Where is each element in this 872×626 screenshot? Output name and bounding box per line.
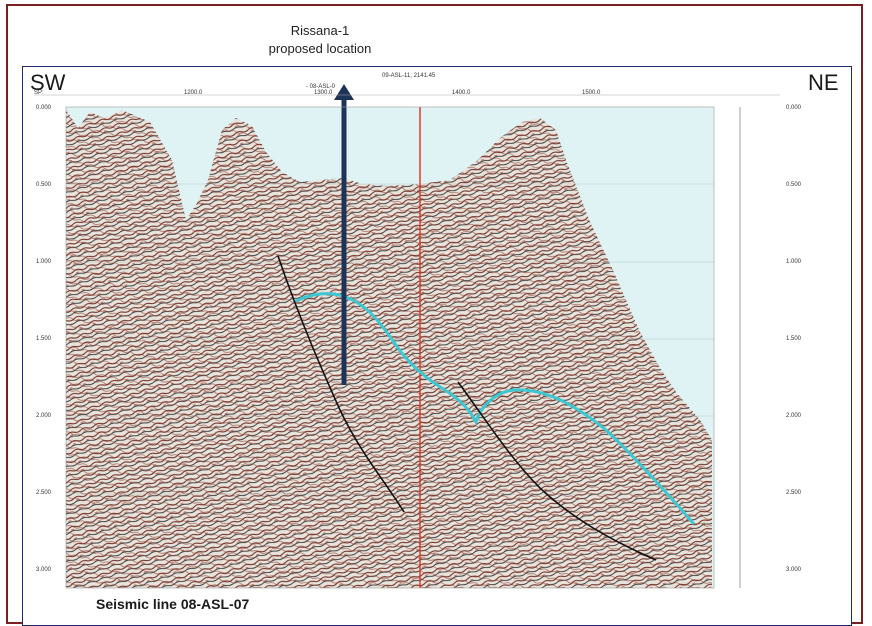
well-callout: Rissana-1 proposed location [240,22,400,58]
time-tick-left: 2.500 [36,490,52,496]
time-tick-right: 1.500 [786,336,802,342]
time-tick-right: 2.500 [786,490,802,496]
shotpoint-tick: 1500.0 [582,90,601,96]
fault-line-east [457,381,657,561]
time-tick-left: 3.000 [36,567,52,573]
arrow-up-icon [334,84,354,100]
time-tick-left: 0.000 [36,105,52,111]
shotpoint-tick: 1200.0 [184,90,203,96]
time-tick-right: 0.500 [786,182,802,188]
time-tick-right: 3.000 [786,567,802,573]
time-tick-right: 0.000 [786,105,802,111]
time-tick-left: 1.000 [36,259,52,265]
time-tick-right: 2.000 [786,413,802,419]
direction-ne: NE [808,70,839,95]
time-tick-right: 1.000 [786,259,802,265]
direction-sw: SW [30,70,66,95]
horizon-pick [293,292,696,525]
time-tick-left: 1.500 [36,336,52,342]
time-tick-left: 0.500 [36,182,52,188]
fault-line-west [277,255,405,513]
shotpoint-tick: 1300.0 [314,90,333,96]
well-name: Rissana-1 [290,23,350,38]
figure-caption: Seismic line 08-ASL-07 [96,596,250,612]
time-tick-left: 2.000 [36,413,52,419]
sp-axis-label: SP: [34,90,44,96]
shotpoint-tick: 1400.0 [452,90,471,96]
line-tie-label: - 08-ASL-0 [306,84,336,90]
well-tie-label: 09-ASL-11, 2141.45 [382,73,436,79]
well-status: proposed location [268,41,372,56]
